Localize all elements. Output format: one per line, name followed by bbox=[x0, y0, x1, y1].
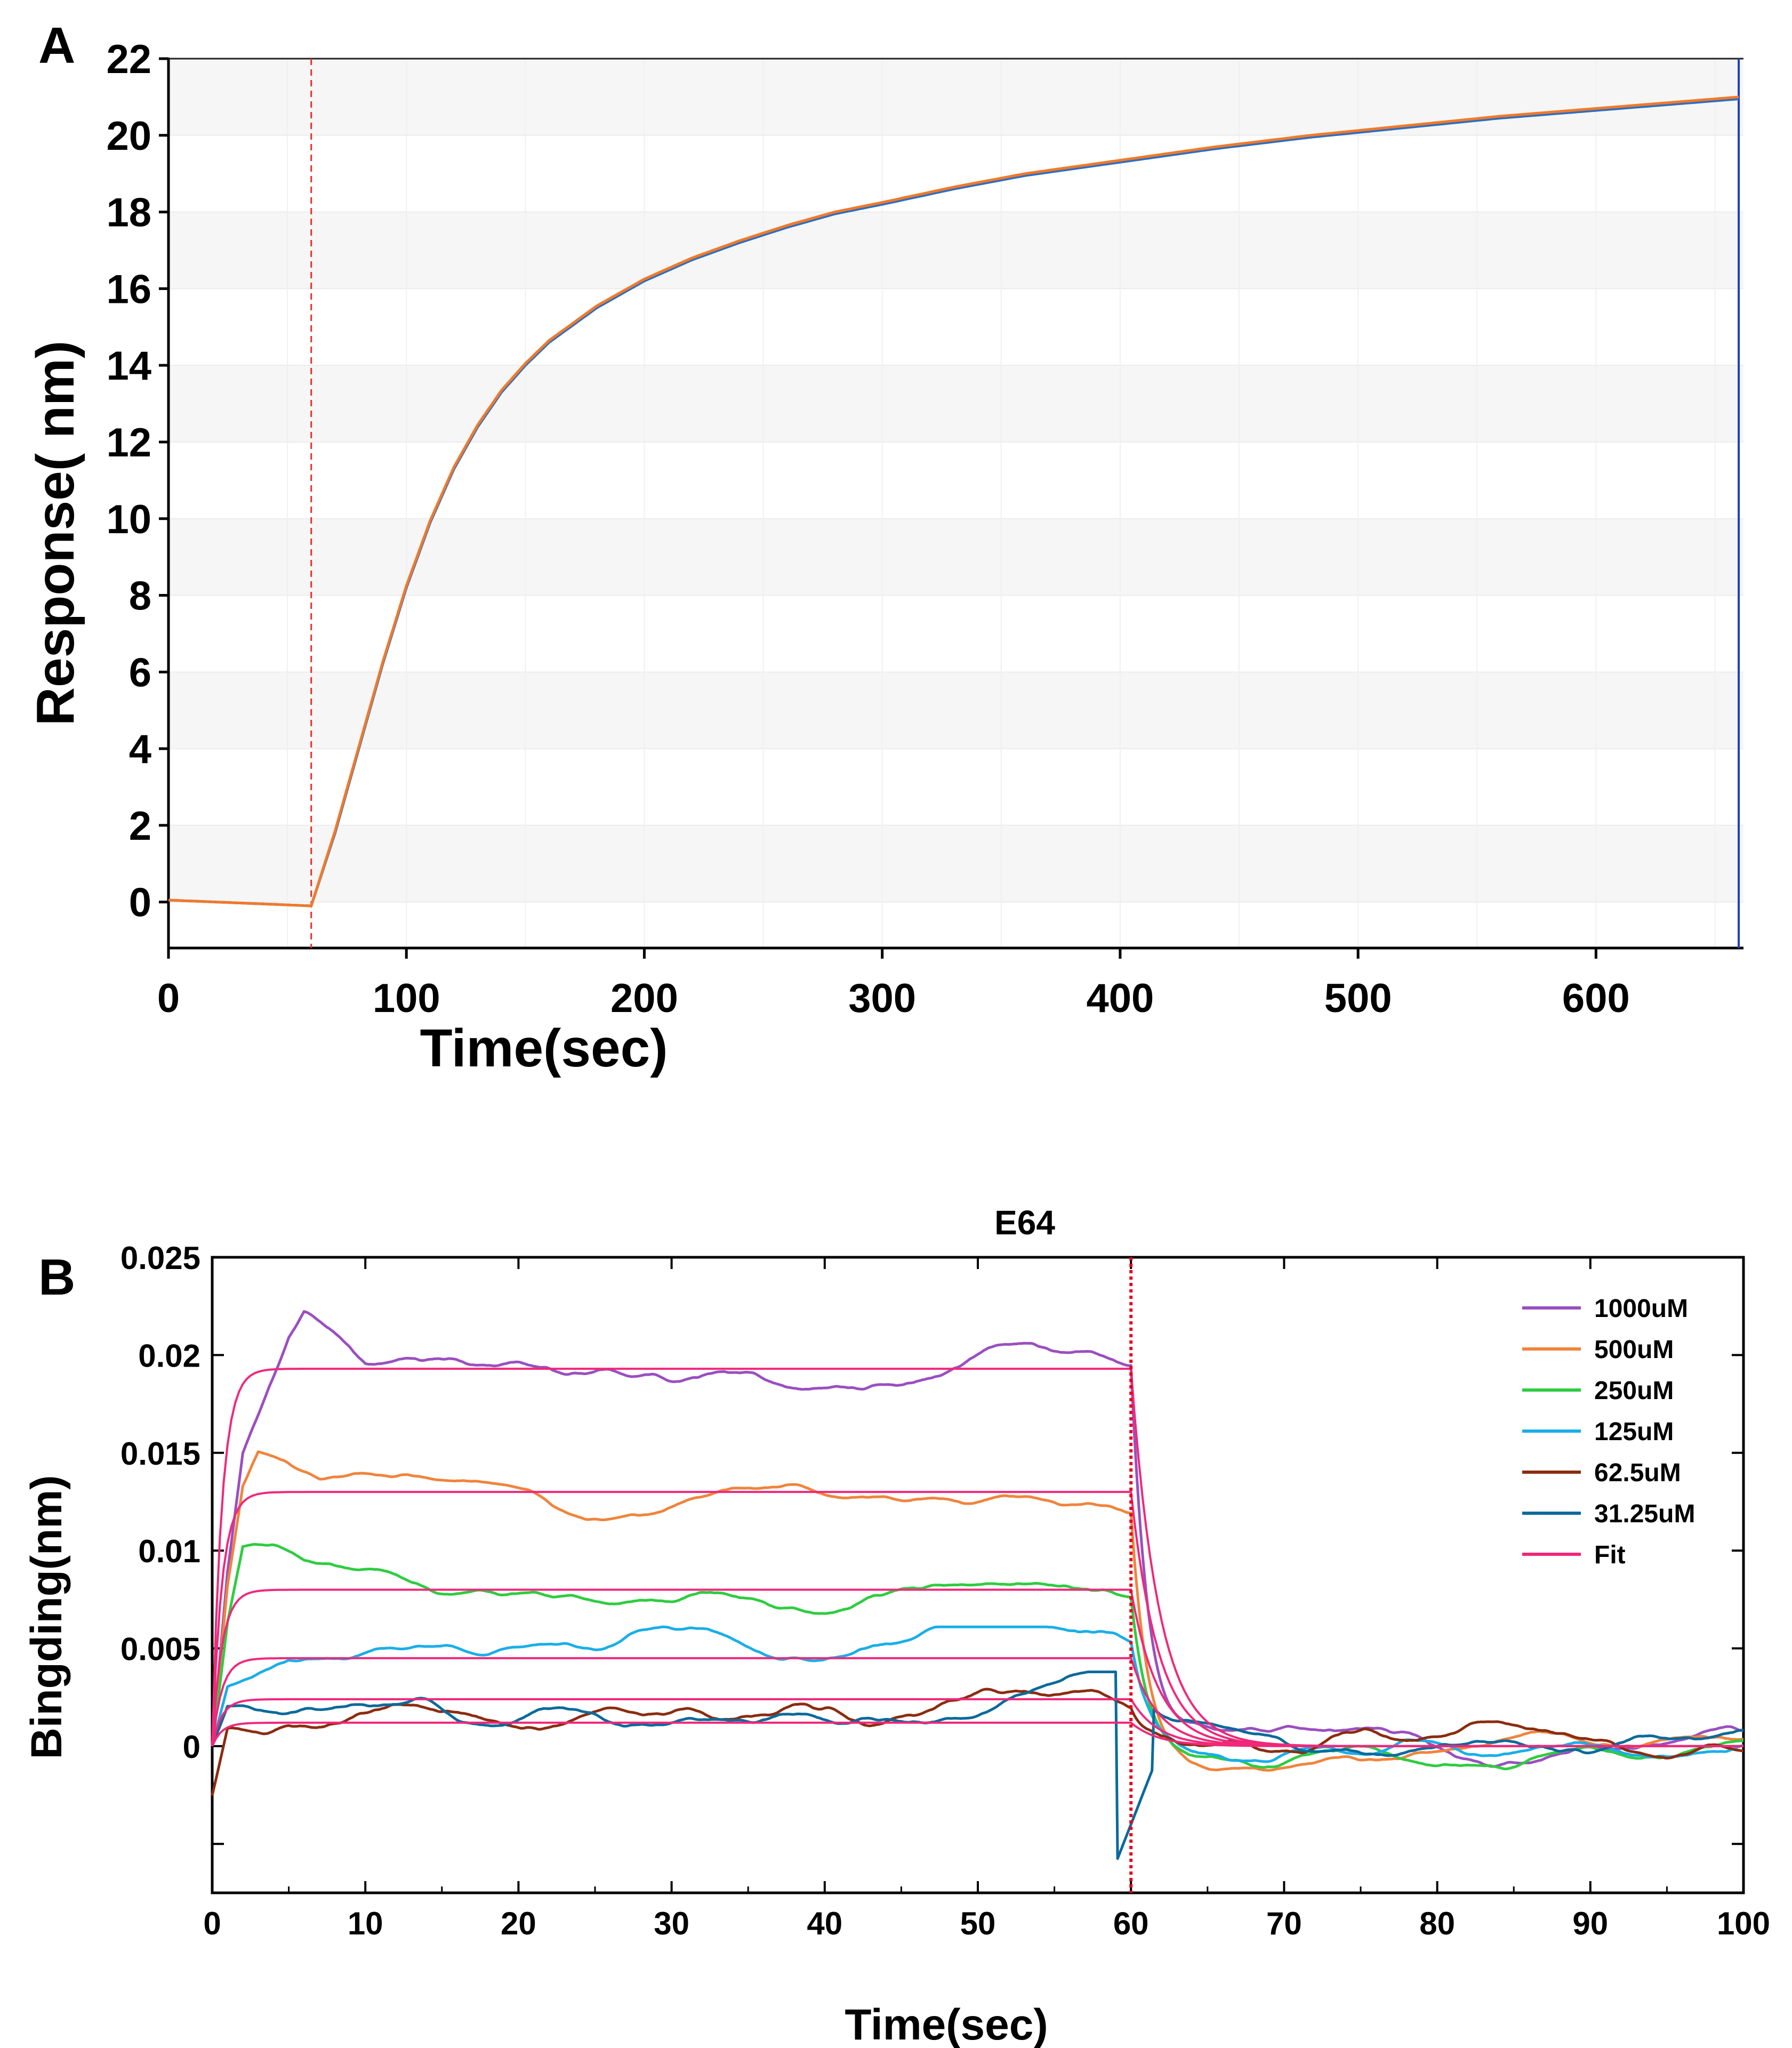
chart-a-series bbox=[168, 95, 1739, 907]
xtick-label-a: 0 bbox=[157, 976, 180, 1021]
legend-label: 500uM bbox=[1594, 1336, 1674, 1364]
series-b-125um bbox=[211, 1625, 1744, 1763]
ytick-label-a: 10 bbox=[106, 497, 151, 542]
xtick-label-b: 10 bbox=[348, 1906, 383, 1941]
chart-b: B E64 0 10 20 30 40 50 60 70 80 90 100 0.025 0.02 0.0… bbox=[22, 1203, 1770, 2048]
legend-label: 62.5uM bbox=[1594, 1459, 1681, 1487]
ytick-label-b: 0.015 bbox=[120, 1436, 200, 1472]
ytick-label-a: 16 bbox=[106, 267, 151, 312]
series-b-500um bbox=[211, 1450, 1744, 1772]
chart-a-bands bbox=[168, 59, 1743, 902]
band-a bbox=[168, 212, 1743, 289]
xtick-label-b: 50 bbox=[960, 1906, 996, 1941]
legend-label: 31.25uM bbox=[1594, 1500, 1695, 1528]
chart-a-markers bbox=[310, 59, 1740, 948]
fit-curve-b bbox=[211, 1368, 1743, 1747]
chart-b-series bbox=[211, 1310, 1744, 1860]
ytick-label-a: 18 bbox=[106, 190, 151, 236]
xtick-label-a: 200 bbox=[610, 976, 678, 1021]
chart-b-fit-curves bbox=[211, 1368, 1743, 1747]
panel-b-label: B bbox=[38, 1249, 75, 1306]
xtick-label-a: 400 bbox=[1086, 976, 1154, 1021]
series-b-62-5um bbox=[211, 1688, 1744, 1796]
xtick-label-b: 70 bbox=[1266, 1906, 1302, 1941]
fit-curve-b bbox=[211, 1657, 1743, 1747]
band-a bbox=[168, 825, 1743, 902]
band-a bbox=[168, 672, 1743, 749]
xtick-label-b: 40 bbox=[807, 1906, 842, 1941]
xtick-label-b: 100 bbox=[1717, 1906, 1770, 1941]
plot-frame-b bbox=[211, 1256, 1745, 1894]
xtick-label-a: 300 bbox=[848, 976, 916, 1021]
fit-curve-b bbox=[211, 1721, 1743, 1747]
xtick-label-a: 500 bbox=[1324, 976, 1392, 1021]
xtick-label-b: 30 bbox=[654, 1906, 689, 1941]
legend-label: Fit bbox=[1594, 1541, 1626, 1569]
chart-b-ylabel: Bingding(nm) bbox=[22, 1475, 71, 1760]
chart-a-xlabel: Time(sec) bbox=[420, 1018, 668, 1078]
chart-a-ticks: 0 2 4 6 8 10 12 14 16 18 20 22 0 100 200 300 400 500 600 bbox=[106, 37, 1629, 1021]
chart-b-title: E64 bbox=[994, 1203, 1055, 1242]
chart-a-gridlines bbox=[168, 58, 1743, 948]
ytick-label-a: 0 bbox=[129, 880, 151, 926]
series-b-250um bbox=[211, 1543, 1744, 1771]
xtick-label-a: 600 bbox=[1562, 976, 1630, 1021]
chart-b-legend: 1000uM 500uM 250uM 125uM 62.5uM 31.25uM Fit bbox=[1522, 1295, 1695, 1569]
ytick-label-a: 2 bbox=[129, 804, 151, 849]
band-a bbox=[168, 365, 1743, 442]
ytick-label-a: 6 bbox=[129, 650, 151, 695]
panel-a-label: A bbox=[38, 17, 75, 74]
ytick-label-b: 0.02 bbox=[138, 1338, 200, 1374]
chart-a-ylabel: Response( nm) bbox=[26, 341, 85, 726]
xtick-label-b: 90 bbox=[1572, 1906, 1608, 1941]
ytick-label-b: 0.005 bbox=[120, 1632, 200, 1667]
ytick-label-a: 8 bbox=[129, 574, 151, 619]
xtick-label-a: 100 bbox=[373, 976, 440, 1021]
legend-label: 125uM bbox=[1594, 1418, 1674, 1446]
ytick-label-b: 0 bbox=[183, 1729, 200, 1765]
xtick-label-b: 20 bbox=[501, 1906, 536, 1941]
chart-a: A 0 2 4 6 8 10 12 14 16 18 20 22 0 100 200 300 400 500 600… bbox=[26, 17, 1743, 1078]
ytick-label-b: 0.025 bbox=[120, 1240, 200, 1276]
chart-a-axes bbox=[167, 58, 1743, 950]
ytick-label-b: 0.01 bbox=[138, 1533, 200, 1569]
band-a bbox=[168, 59, 1743, 135]
ytick-label-a: 20 bbox=[106, 114, 151, 159]
chart-b-axes bbox=[211, 1256, 1745, 1894]
series-a-fit bbox=[168, 95, 1739, 907]
xtick-label-b: 0 bbox=[203, 1906, 221, 1941]
ytick-label-a: 12 bbox=[106, 420, 151, 465]
xtick-label-b: 80 bbox=[1419, 1906, 1455, 1941]
ytick-label-a: 14 bbox=[106, 343, 151, 389]
chart-b-xlabel: Time(sec) bbox=[845, 2001, 1048, 2048]
xtick-label-b: 60 bbox=[1113, 1906, 1149, 1941]
band-a bbox=[168, 518, 1743, 596]
ytick-label-a: 4 bbox=[129, 727, 151, 772]
legend-label: 1000uM bbox=[1594, 1295, 1688, 1323]
ytick-label-a: 22 bbox=[106, 37, 151, 82]
legend-label: 250uM bbox=[1594, 1377, 1674, 1405]
